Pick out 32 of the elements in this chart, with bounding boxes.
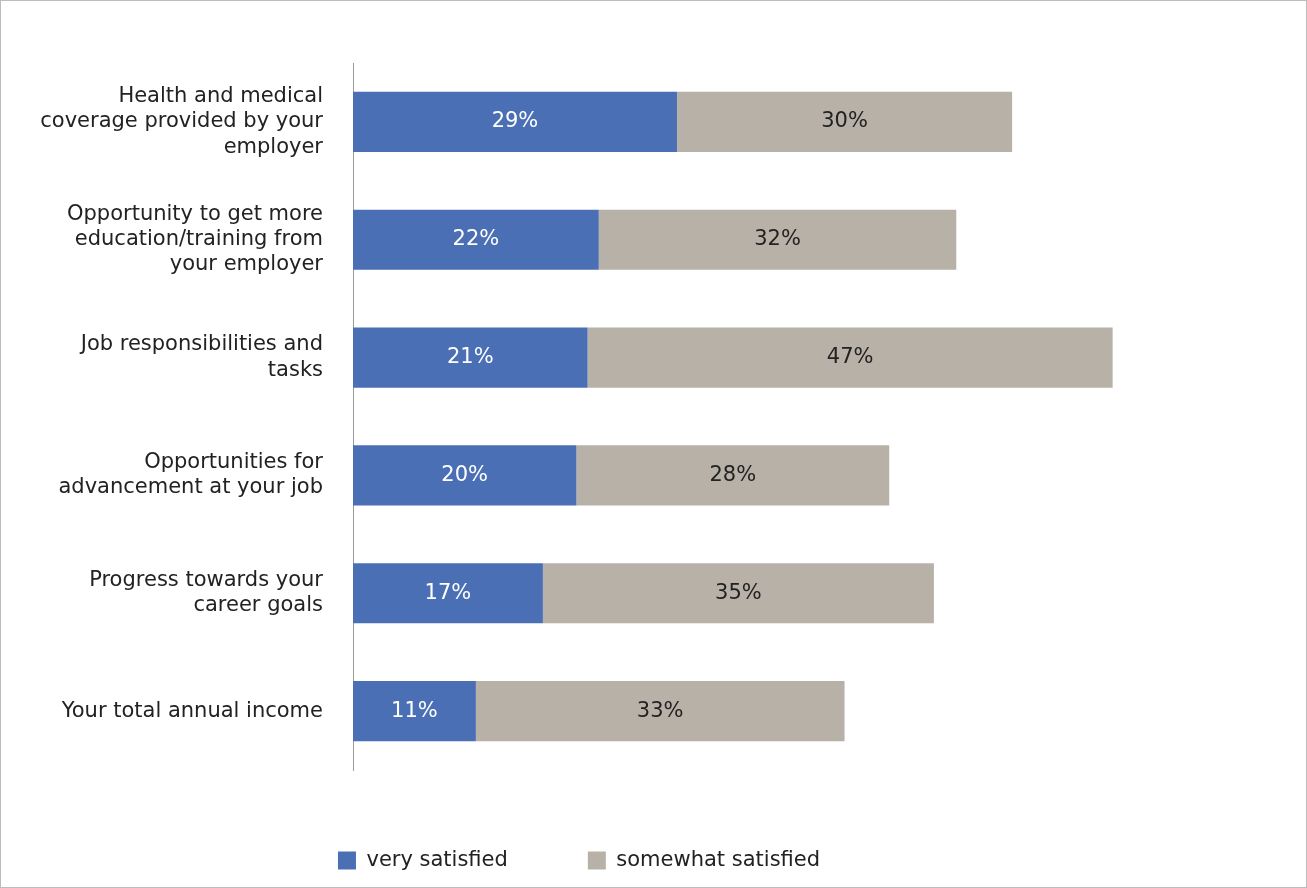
data-label: 17%: [424, 579, 472, 604]
data-label: 33%: [636, 697, 684, 722]
y-tick-label: Your total annual income: [60, 697, 323, 722]
y-tick-label: Progress towards your career goals: [89, 567, 324, 617]
bar: [587, 327, 1113, 388]
y-tick-label: Job responsibilities and tasks: [78, 331, 323, 381]
legend-label: very satisfied: [366, 846, 508, 871]
data-label: 35%: [715, 579, 762, 604]
data-label: 29%: [491, 108, 539, 133]
data-label: 22%: [452, 226, 500, 251]
legend-label: somewhat satisfied: [616, 846, 821, 871]
bar: [353, 681, 476, 742]
bar: [353, 91, 677, 152]
data-label: 20%: [441, 461, 489, 486]
data-label: 32%: [754, 226, 801, 251]
bar: [676, 91, 1013, 152]
bar: [353, 327, 588, 388]
data-label: 28%: [709, 461, 757, 486]
bar: [576, 445, 890, 506]
data-label: 47%: [826, 344, 874, 369]
y-tick-label: Opportunity to get more education/training from your employer: [66, 201, 324, 276]
bar: [475, 681, 845, 742]
data-label: 21%: [446, 344, 494, 369]
data-label: 30%: [821, 108, 868, 133]
bar: [353, 445, 577, 506]
bar: [353, 563, 543, 624]
bar: [598, 209, 957, 270]
bar: [542, 563, 934, 624]
y-tick-label: Opportunities for advancement at your job: [58, 449, 324, 499]
y-tick-label: Health and medical coverage provided by your employer: [40, 83, 324, 158]
bar: [353, 209, 599, 270]
data-label: 11%: [391, 697, 438, 722]
